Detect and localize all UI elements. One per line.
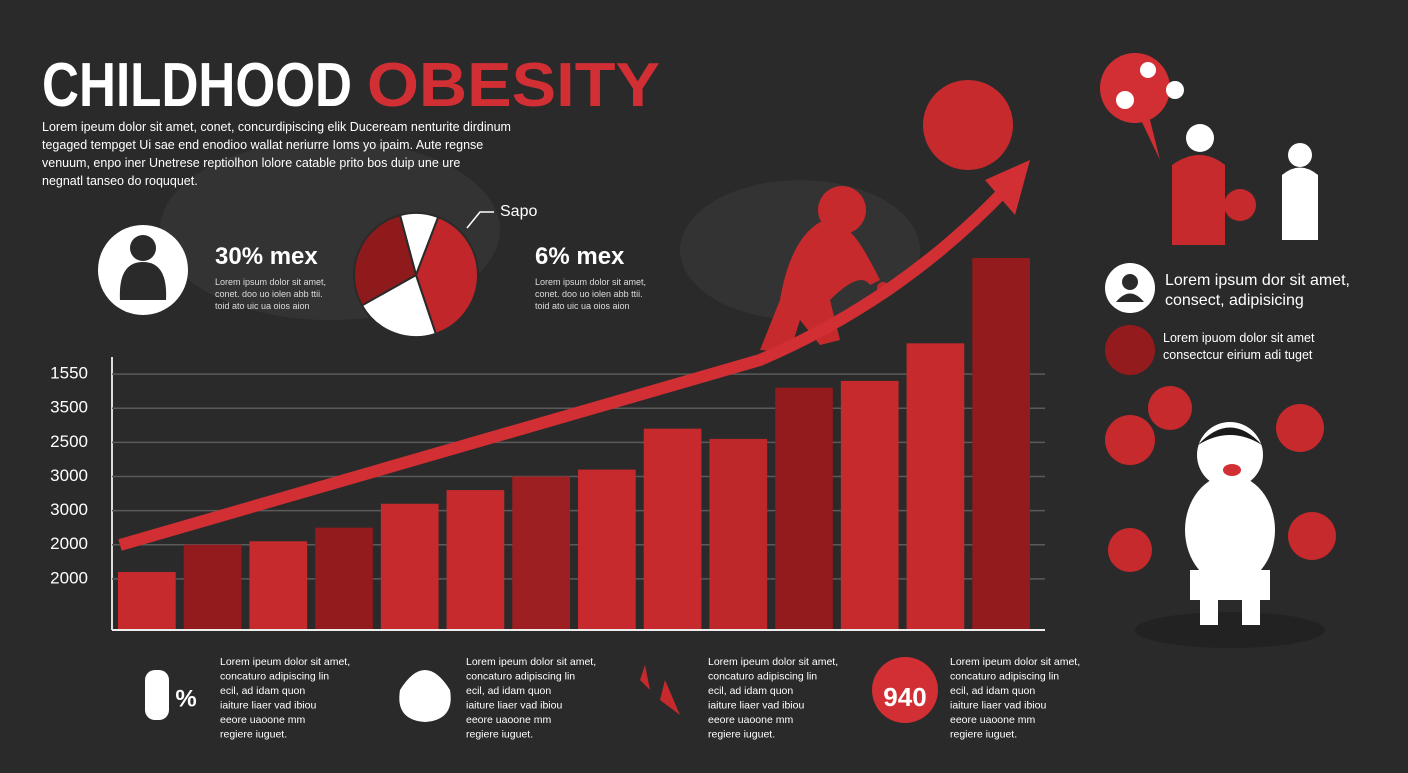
footer-text: iaiture liaer vad ibiou [466,700,562,712]
footer-text: eeore uaoone mm [220,714,305,726]
bar [380,503,439,630]
footer-text: eeore uaoone mm [950,714,1035,726]
stat-text: toid ato uic ua oios aion [215,301,310,311]
pie-slice [360,273,438,338]
footer-text: concaturo adipiscing lin [220,671,329,683]
bar [643,428,702,630]
footer-text: concaturo adipiscing lin [950,671,1059,683]
pie-annotation: Sapo [500,203,537,220]
side-text: consect, adipisicing [1165,292,1304,309]
footer-text: concaturo adipiscing lin [466,671,575,683]
bar [906,343,965,630]
side-text: Lorem ipuom dolor sit amet [1163,331,1315,345]
footer-icon-text: % [175,685,196,712]
footer-text: regiere iuguet. [708,729,775,741]
intro-line: negnatl tanseo do roququet. [42,174,198,188]
footer-text: ecil, ad idam quon [466,685,551,697]
footer-text: ecil, ad idam quon [220,685,305,697]
bar [775,387,833,630]
footer-text: Lorem ipeum dolor sit amet, [466,656,596,668]
footer-text: regiere iuguet. [950,729,1017,741]
footer-text: regiere iuguet. [220,729,287,741]
intro-line: tegaged tempget Ui sae end enodioo walla… [42,138,483,152]
footer-text: eeore uaoone mm [708,714,793,726]
y-tick-label: 2000 [50,534,88,553]
title-white: CHILDHOOD [42,51,352,120]
y-tick-label: 3500 [50,398,88,417]
pie-slice [353,213,418,307]
y-tick-label: 2500 [50,432,88,451]
bar [578,469,636,630]
footer-text: concaturo adipiscing lin [708,671,817,683]
stat-text: Lorem ipsum dolor sit amet, [215,277,326,287]
footer-text: Lorem ipeum dolor sit amet, [220,656,350,668]
y-tick-label: 3000 [50,500,88,519]
bar [446,490,505,630]
bar [118,571,176,630]
y-tick-label: 1550 [50,364,88,383]
footer-text: iaiture liaer vad ibiou [708,700,804,712]
footer-text: Lorem ipeum dolor sit amet, [708,656,838,668]
footer-text: iaiture liaer vad ibiou [220,700,316,712]
bar [709,438,768,630]
stat-text: conet. doo uo iolen abb ttii. [535,289,643,299]
title-red: OBESITY [367,51,660,120]
footer-text: regiere iuguet. [466,729,533,741]
bar [512,476,570,630]
bar [315,527,373,630]
child-icon [98,225,188,315]
y-tick-label: 2000 [50,568,88,587]
intro-line: venuum, enpo iner Unetrese reptiolhon lo… [42,156,460,170]
intro-line: Lorem ipeum dolor sit amet, conet, concu… [42,120,511,134]
child-illustration [760,80,1013,352]
leader-line [466,211,494,229]
side-text: Lorem ipsum dor sit amet, [1165,272,1350,289]
arrow-head [985,160,1030,215]
side-text: consectcur eirium adi tuget [1163,348,1313,362]
trend-arrow [118,185,1010,551]
footer-text: iaiture liaer vad ibiou [950,700,1046,712]
bar [972,258,1030,630]
bar [840,380,899,630]
stat-text: Lorem ipsum dolor sit amet, [535,277,646,287]
bar [183,544,242,630]
pie-slice [414,215,479,336]
bar [249,541,308,630]
footer-icon-text: 940 [883,682,926,712]
footer-text: eeore uaoone mm [466,714,551,726]
y-tick-label: 3000 [50,466,88,485]
stat-text: toid ato uic ua oios aion [535,301,630,311]
footer-icons [145,657,938,723]
side-illustration [1100,53,1336,648]
stat-value: 30% mex [215,243,318,270]
footer-text: Lorem ipeum dolor sit amet, [950,656,1080,668]
stat-text: conet. doo uo iolen abb ttii. [215,289,323,299]
footer-text: ecil, ad idam quon [950,685,1035,697]
footer-text: ecil, ad idam quon [708,685,793,697]
stat-value: 6% mex [535,243,625,270]
